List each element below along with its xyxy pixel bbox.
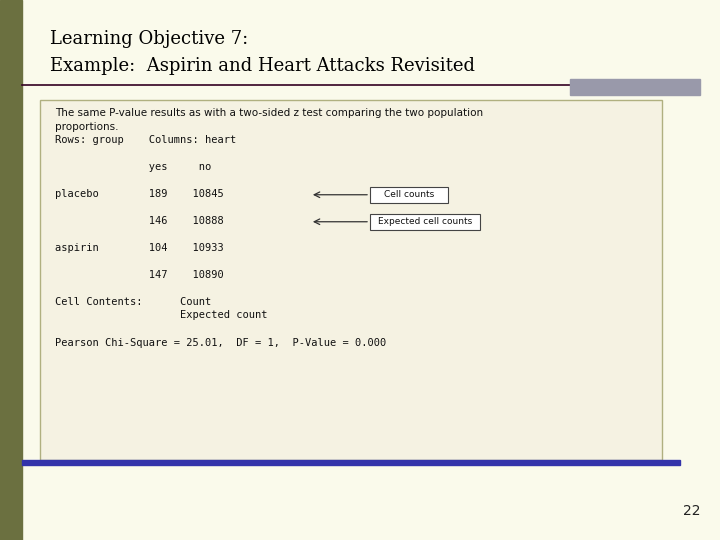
Text: Learning Objective 7:: Learning Objective 7: (50, 30, 248, 48)
Text: Cell counts: Cell counts (384, 190, 434, 199)
Text: 147    10890: 147 10890 (55, 270, 224, 280)
Text: aspirin        104    10933: aspirin 104 10933 (55, 243, 224, 253)
Bar (370, 214, 480, 230)
Bar (22, 460, 680, 465)
Text: 146    10888: 146 10888 (55, 216, 224, 226)
Bar (570, 79, 700, 95)
Text: placebo        189    10845: placebo 189 10845 (55, 189, 224, 199)
Text: Rows: group    Columns: heart: Rows: group Columns: heart (55, 135, 236, 145)
Bar (370, 187, 448, 202)
Bar (40, 100, 662, 460)
Text: Expected cell counts: Expected cell counts (378, 217, 472, 226)
Text: Pearson Chi-Square = 25.01,  DF = 1,  P-Value = 0.000: Pearson Chi-Square = 25.01, DF = 1, P-Va… (55, 338, 386, 348)
Text: Example:  Aspirin and Heart Attacks Revisited: Example: Aspirin and Heart Attacks Revis… (50, 57, 475, 75)
Text: yes     no: yes no (55, 162, 211, 172)
Text: 22: 22 (683, 504, 700, 518)
Bar (0, 0, 22, 540)
Text: The same P-value results as with a two-sided z test comparing the two population: The same P-value results as with a two-s… (55, 108, 483, 118)
Text: Expected count: Expected count (55, 310, 268, 321)
Text: proportions.: proportions. (55, 122, 119, 132)
Text: Cell Contents:      Count: Cell Contents: Count (55, 297, 211, 307)
